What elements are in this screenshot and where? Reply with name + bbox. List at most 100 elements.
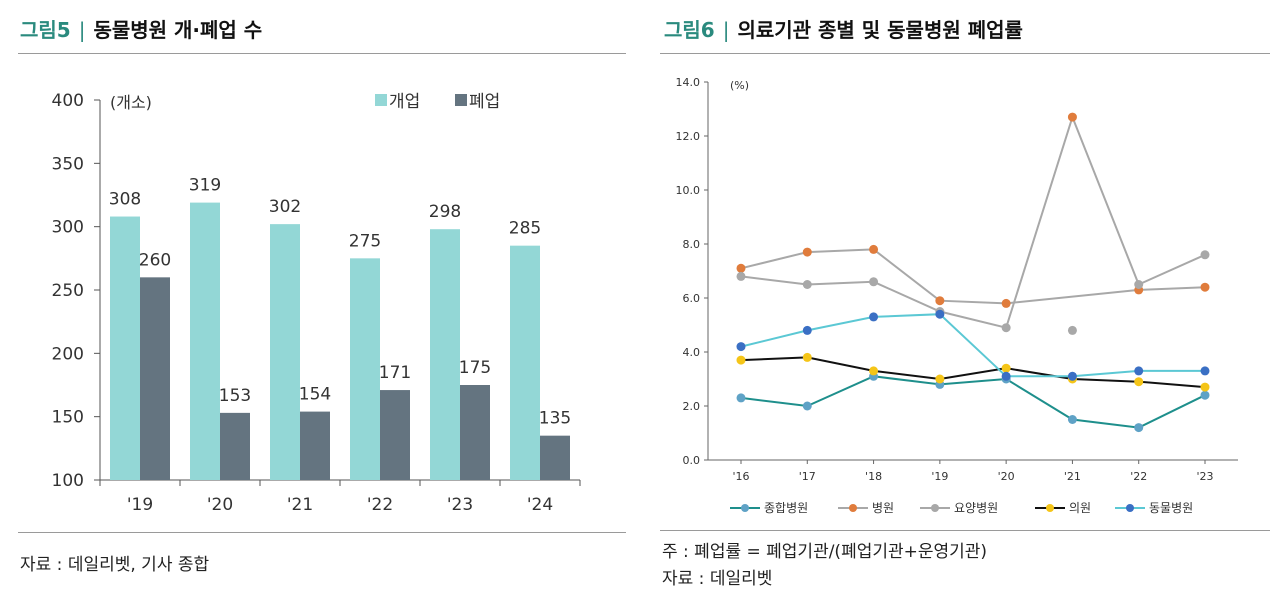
bar-y-tick-label: 150 (52, 408, 84, 428)
line-series-종합병원 (740, 375, 1206, 429)
line-point-의원 (935, 374, 945, 384)
bar-value-label: 275 (349, 231, 381, 251)
bar-x-tick-label: '23 (447, 495, 473, 515)
bar-open (510, 245, 540, 480)
line-legend-label: 종합병원 (764, 501, 808, 515)
line-y-tick-label: 6.0 (683, 292, 701, 305)
left-bottom-rule (18, 532, 626, 533)
line-x-tick-label: '16 (732, 470, 749, 483)
line-point-종합병원 (1134, 423, 1144, 433)
line-point-동물병원 (935, 309, 945, 319)
left-title-text: 동물병원 개·폐업 수 (93, 18, 263, 42)
line-point-동물병원 (1134, 366, 1144, 376)
left-title-rule (18, 53, 626, 54)
line-series-요양병원 (740, 114, 1206, 329)
line-point-요양병원 (869, 277, 879, 287)
bar-close (140, 277, 170, 480)
line-x-tick-label: '17 (799, 470, 816, 483)
line-point-동물병원 (736, 342, 746, 352)
bar-legend-swatch (455, 94, 467, 106)
line-point-동물병원 (869, 312, 879, 322)
line-y-tick-label: 10.0 (676, 184, 701, 197)
bar-open (430, 229, 460, 480)
right-title-rule (660, 53, 1270, 54)
line-point-병원 (935, 296, 945, 306)
line-point-종합병원 (736, 393, 746, 403)
line-point-동물병원 (1001, 371, 1011, 381)
bar-legend-label: 폐업 (469, 92, 500, 112)
line-legend-marker (931, 504, 939, 512)
right-bottom-rule (660, 530, 1270, 531)
line-legend-marker (1046, 504, 1054, 512)
line-series-의원 (740, 356, 1206, 389)
left-title-separator: | (78, 18, 86, 42)
line-point-동물병원 (802, 325, 812, 335)
bar-value-label: 302 (269, 197, 301, 217)
bar-value-label: 153 (219, 386, 251, 406)
line-y-tick-label: 0.0 (683, 454, 701, 467)
right-title: 그림6 | 의료기관 종별 및 동물병원 폐업률 (664, 14, 1023, 43)
left-source: 자료 : 데일리벳, 기사 종합 (20, 555, 210, 575)
bar-y-tick-label: 400 (52, 91, 84, 111)
left-panel: 그림5 | 동물병원 개·폐업 수 100 150 200 250 300 350 400 (개소… (18, 14, 626, 575)
bar-y-tick-label: 100 (52, 471, 84, 491)
bar-value-label: 135 (539, 409, 571, 429)
bar-open (350, 258, 380, 480)
line-point-요양병원 (1067, 325, 1077, 335)
bar-value-label: 260 (139, 250, 171, 270)
line-legend-label: 동물병원 (1149, 501, 1193, 515)
bar-y-tick-label: 200 (52, 344, 84, 364)
bar-y-tick-label: 350 (52, 154, 84, 174)
bar-open (270, 224, 300, 480)
line-point-요양병원 (1200, 250, 1210, 260)
bar-y-tick-label: 250 (52, 281, 84, 301)
bar-chart: 100 150 200 250 300 350 400 (개소) 308 260 '19 319 153… (52, 91, 581, 515)
line-point-종합병원 (802, 401, 812, 411)
line-point-동물병원 (1067, 371, 1077, 381)
line-point-요양병원 (802, 280, 812, 289)
bar-value-label: 171 (379, 363, 411, 383)
left-title: 그림5 | 동물병원 개·폐업 수 (20, 14, 262, 43)
line-point-종합병원 (1067, 415, 1077, 424)
right-panel: 그림6 | 의료기관 종별 및 동물병원 폐업률 0.0 2.0 4.0 6.0 8.0 10… (660, 0, 1280, 600)
bar-x-tick-label: '20 (207, 495, 233, 515)
right-source: 자료 : 데일리벳 (662, 569, 773, 589)
bar-close (220, 412, 250, 480)
bar-y-tick-label: 300 (52, 218, 84, 238)
bar-open (110, 216, 140, 481)
line-x-tick-label: '22 (1130, 470, 1147, 483)
right-note: 주 : 폐업률 = 폐업기관/(폐업기관+운영기관) (662, 542, 988, 562)
line-point-병원 (802, 247, 812, 257)
bar-open (190, 202, 220, 480)
line-series-동물병원 (740, 313, 1205, 378)
line-point-병원 (736, 263, 746, 273)
line-point-요양병원 (736, 271, 746, 281)
bar-value-label: 319 (189, 176, 221, 196)
line-legend-marker (1126, 504, 1134, 512)
bar-legend-swatch (375, 94, 387, 106)
line-y-tick-label: 12.0 (676, 130, 701, 143)
bar-value-label: 308 (109, 190, 141, 210)
line-x-tick-label: '19 (931, 470, 948, 483)
right-figure-label: 그림6 (664, 18, 715, 42)
line-legend-label: 병원 (872, 501, 894, 515)
line-legend-label: 의원 (1069, 501, 1091, 515)
bar-legend-label: 개업 (389, 92, 420, 112)
line-point-병원 (1001, 298, 1011, 308)
bar-close (380, 390, 410, 480)
bar-x-tick-label: '19 (127, 495, 153, 515)
bar-close (460, 385, 490, 480)
right-title-text: 의료기관 종별 및 동물병원 폐업률 (737, 18, 1023, 42)
line-y-tick-label: 8.0 (683, 238, 701, 251)
left-figure-label: 그림5 (20, 18, 71, 42)
line-x-tick-label: '20 (998, 470, 1015, 483)
line-point-의원 (1200, 382, 1210, 392)
line-point-spike (1067, 112, 1077, 122)
line-chart: 0.0 2.0 4.0 6.0 8.0 10.0 12.0 14.0 (%) '16 '17 '18 '… (676, 76, 1238, 515)
line-legend-label: 요양병원 (954, 501, 998, 515)
line-point-요양병원 (1134, 280, 1144, 289)
line-point-병원 (1200, 282, 1210, 292)
line-x-tick-label: '18 (865, 470, 882, 483)
line-unit-label: (%) (730, 79, 749, 92)
line-legend-marker (741, 504, 749, 512)
